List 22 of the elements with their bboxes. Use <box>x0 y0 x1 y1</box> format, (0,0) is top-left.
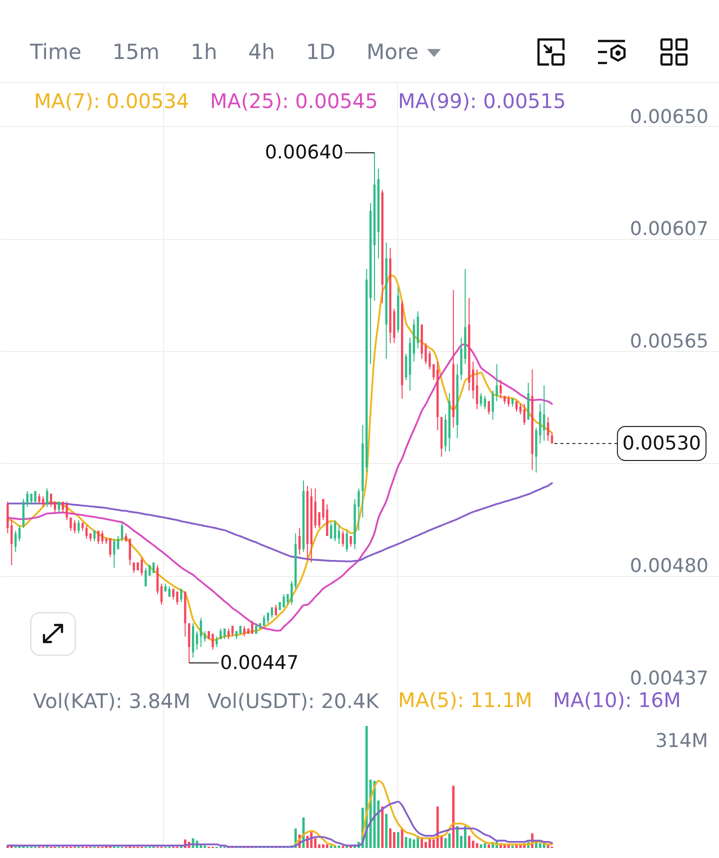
ref-line-label: 0.00530 <box>622 432 702 454</box>
y-tick-label: 0.00437 <box>630 668 708 690</box>
text: MA(5): 11.1M <box>398 688 532 712</box>
y-tick-label: 0.00650 <box>630 106 708 128</box>
y-tick-label: 0.00480 <box>630 555 708 578</box>
y-tick-label: 0.00565 <box>630 330 708 352</box>
text: Time <box>30 40 82 64</box>
text: 314M <box>655 730 708 752</box>
text: MA(7): 0.00534 <box>34 89 190 113</box>
text: MA(25): 0.00545 <box>210 89 378 113</box>
text: 1D <box>306 40 336 64</box>
y-tick-label: 0.00607 <box>630 218 708 240</box>
text: More <box>366 40 419 64</box>
text: Vol(USDT): 20.4K <box>208 689 380 713</box>
text: MA(99): 0.00515 <box>398 89 566 113</box>
text: 1h <box>190 40 218 64</box>
text: MA(10): 16M <box>553 688 681 712</box>
annotation: 0.00640 <box>264 142 344 164</box>
text: Vol(KAT): 3.84M <box>33 689 191 713</box>
annotation: 0.00447 <box>220 652 299 674</box>
text: 4h <box>248 40 275 64</box>
text: 15m <box>112 40 160 64</box>
